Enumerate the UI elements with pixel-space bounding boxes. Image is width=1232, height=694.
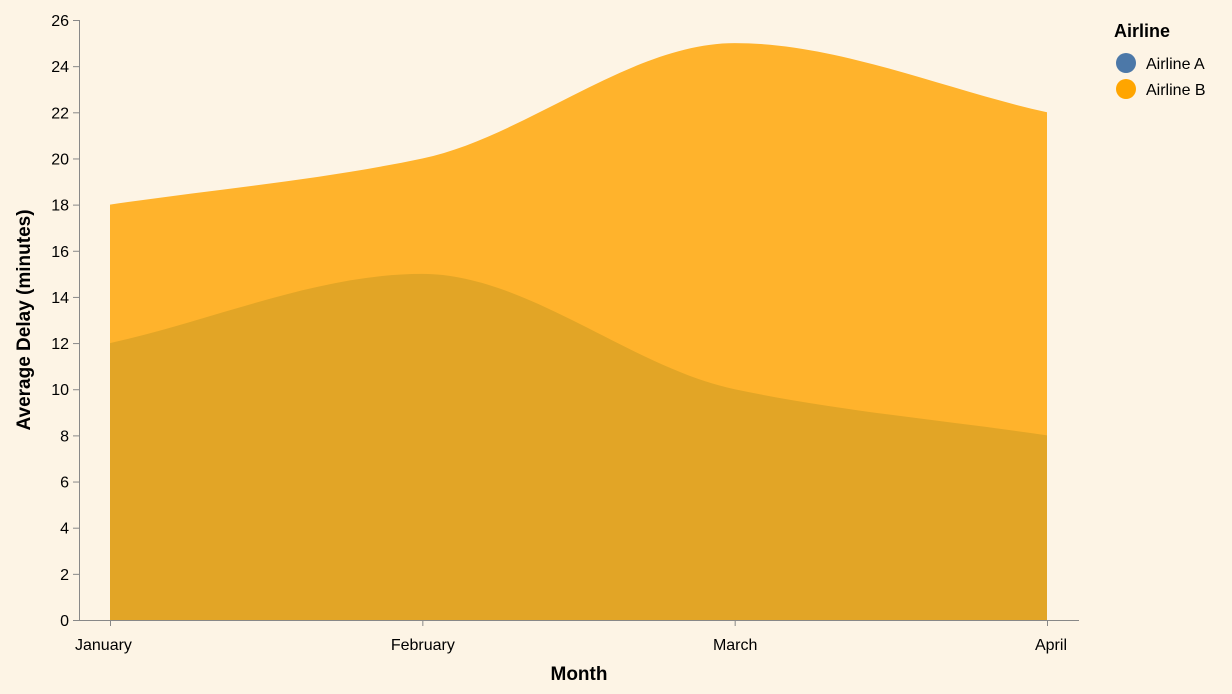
- x-tick-label: January: [75, 637, 132, 654]
- y-tick-label: 16: [51, 244, 69, 261]
- legend-label: Airline A: [1146, 56, 1205, 73]
- x-tick-label: February: [391, 637, 455, 654]
- y-tick-label: 14: [51, 290, 69, 307]
- y-tick-label: 8: [60, 428, 69, 445]
- y-tick-label: 12: [51, 336, 69, 353]
- legend-label: Airline B: [1146, 82, 1206, 99]
- x-tick-label: April: [1035, 637, 1067, 654]
- y-tick-label: 26: [51, 13, 69, 30]
- y-tick-label: 6: [60, 475, 69, 492]
- y-tick-label: 22: [51, 105, 69, 122]
- legend-title: Airline: [1114, 21, 1170, 41]
- area-airline-a: [110, 273, 1047, 620]
- y-tick-label: 18: [51, 198, 69, 215]
- x-tick-label: March: [713, 637, 757, 654]
- legend: Airline Airline A Airline B: [1114, 21, 1206, 99]
- y-tick-label: 2: [60, 567, 69, 584]
- y-tick-label: 20: [51, 151, 69, 168]
- area-layer: [110, 43, 1047, 621]
- y-tick-label: 10: [51, 382, 69, 399]
- y-tick-label: 24: [51, 59, 69, 76]
- x-axis: January February March April: [75, 620, 1079, 654]
- y-axis-title: Average Delay (minutes): [14, 209, 35, 430]
- legend-symbol-airline-b: [1116, 79, 1136, 99]
- x-axis-title: Month: [551, 664, 608, 685]
- y-tick-label: 0: [60, 613, 69, 630]
- legend-symbol-airline-a: [1116, 53, 1136, 73]
- y-tick-label: 4: [60, 521, 69, 538]
